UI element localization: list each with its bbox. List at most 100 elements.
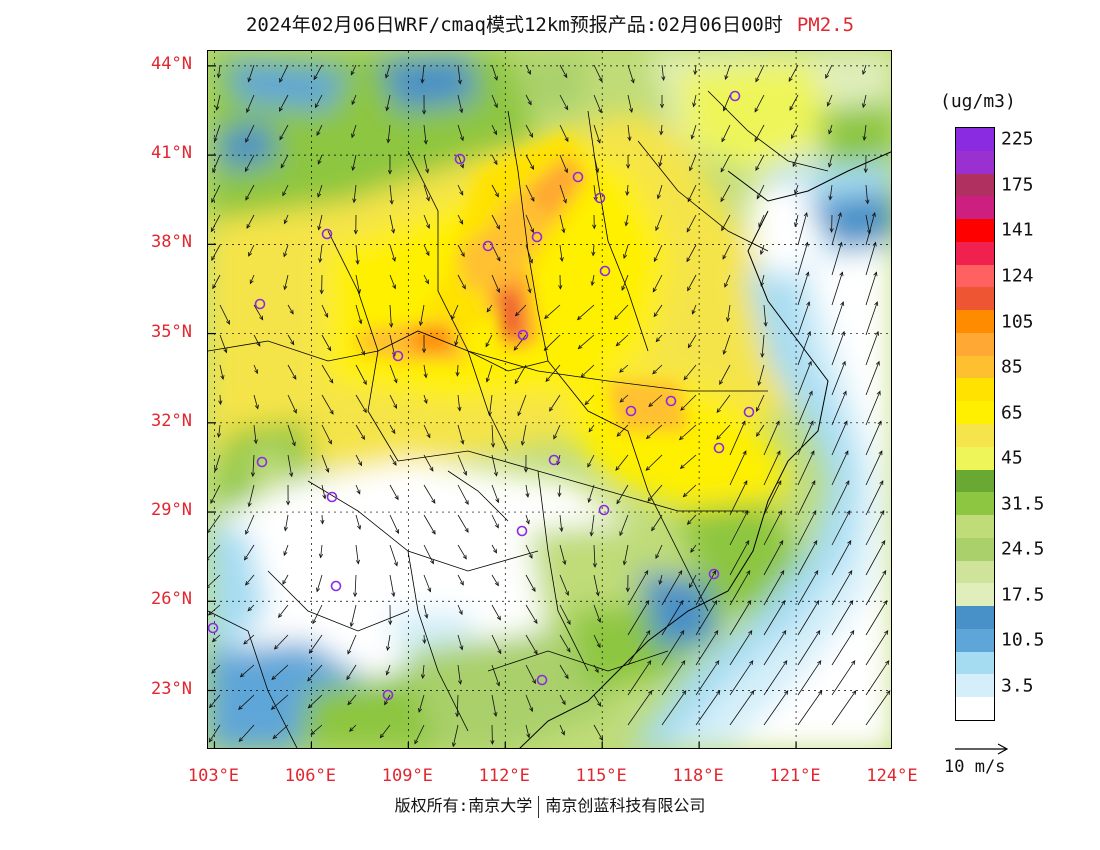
wind-arrow <box>559 574 569 597</box>
circle-marker-icon <box>531 231 543 243</box>
wind-arrow <box>283 274 289 291</box>
wind-arrow <box>319 274 324 295</box>
wind-arrow <box>587 454 595 468</box>
wind-arrow <box>253 334 261 347</box>
wind-arrow <box>831 360 846 396</box>
wind-arrow <box>831 480 850 516</box>
wind-arrow <box>525 604 538 625</box>
wind-arrow <box>689 574 697 589</box>
province-border <box>537 470 589 672</box>
wind-arrow <box>789 94 799 111</box>
wind-arrow <box>721 214 731 232</box>
legend-color-box <box>956 560 994 584</box>
wind-arrow <box>576 304 595 321</box>
wind-arrow <box>682 484 697 498</box>
wind-arrow <box>758 214 765 228</box>
circle-marker-icon <box>708 568 720 580</box>
wind-arrow <box>525 214 534 234</box>
wind-arrow <box>692 94 697 108</box>
province-border <box>327 230 399 462</box>
copyright-footer: 版权所有:南京大学 南京创蓝科技有限公司 <box>0 792 1100 818</box>
wind-arrow <box>756 184 765 200</box>
wind-arrow <box>695 690 721 726</box>
wind-arrow <box>729 599 752 636</box>
wind-arrow <box>865 420 882 456</box>
province-border <box>208 610 298 748</box>
wind-arrow <box>287 454 294 478</box>
wind-arrow <box>317 184 323 198</box>
wind-arrow <box>865 214 872 235</box>
wind-arrow <box>282 574 289 585</box>
legend-color-box <box>956 310 994 334</box>
wind-arrow <box>616 484 629 505</box>
pm25-concentration-map <box>207 50 892 749</box>
wind-arrow <box>355 514 362 530</box>
wind-arrow <box>355 244 360 265</box>
province-border <box>208 330 549 372</box>
wind-arrow <box>865 211 876 246</box>
wind-arrow <box>622 544 629 566</box>
wind-arrow <box>283 544 289 557</box>
wind-arrow <box>525 94 532 106</box>
wind-arrow <box>253 394 259 410</box>
circle-marker-icon <box>321 228 333 240</box>
wind-arrow <box>219 364 225 380</box>
lon-tick-label: 115°E <box>575 766 627 786</box>
wind-arrow <box>525 544 533 559</box>
wind-arrow <box>389 214 396 234</box>
wind-arrow <box>559 544 567 566</box>
wind-arrow <box>355 454 363 467</box>
wind-arrow <box>287 424 296 447</box>
wind-arrow <box>693 64 698 76</box>
wind-arrow <box>580 364 595 378</box>
wind-arrow <box>491 634 502 655</box>
wind-arrow <box>211 634 221 643</box>
wind-arrow <box>797 241 809 276</box>
wind-arrow <box>491 454 498 477</box>
legend-color-box <box>956 651 994 675</box>
wind-arrow <box>321 454 330 473</box>
legend-label: 124 <box>1001 265 1034 287</box>
wind-arrow <box>491 274 500 294</box>
footer-divider <box>538 795 540 818</box>
circle-marker-icon <box>665 395 677 407</box>
legend-color-box <box>956 515 994 539</box>
wind-arrow <box>729 480 748 516</box>
wind-arrow <box>389 514 399 535</box>
wind-arrow <box>318 244 323 263</box>
wind-arrow <box>208 724 221 743</box>
legend-color-box <box>956 492 994 516</box>
wind-arrow <box>423 544 434 565</box>
wind-arrow <box>825 64 833 79</box>
wind-arrow <box>277 604 289 618</box>
wind-arrow <box>755 64 765 83</box>
wind-arrow <box>421 94 427 115</box>
wind-arrow <box>283 244 289 258</box>
wind-arrow <box>559 244 564 262</box>
wind-arrow <box>865 271 878 306</box>
province-border <box>637 140 769 252</box>
wind-arrow <box>725 304 731 323</box>
wind-arrow <box>865 510 885 546</box>
wind-arrow <box>615 334 629 347</box>
wind-arrow <box>831 330 845 366</box>
wind-arrow <box>797 540 818 576</box>
wind-arrow <box>831 301 845 336</box>
wind-arrow <box>658 154 663 167</box>
wind-arrow <box>831 241 843 276</box>
wind-arrow <box>729 510 749 546</box>
wind-arrow <box>865 450 883 486</box>
wind-arrow <box>307 694 323 709</box>
legend-label: 225 <box>1001 128 1034 150</box>
wind-arrow <box>216 64 221 79</box>
lat-tick-label: 38°N <box>151 232 192 253</box>
wind-arrow <box>865 301 879 336</box>
wind-arrow <box>831 690 857 726</box>
legend-label: 31.5 <box>1001 493 1045 515</box>
legend-label: 141 <box>1001 219 1034 241</box>
wind-arrow <box>763 480 782 516</box>
wind-arrow <box>760 274 765 287</box>
wind-arrow <box>861 94 867 109</box>
wind-arrow <box>525 514 530 525</box>
wind-arrow <box>721 124 731 143</box>
